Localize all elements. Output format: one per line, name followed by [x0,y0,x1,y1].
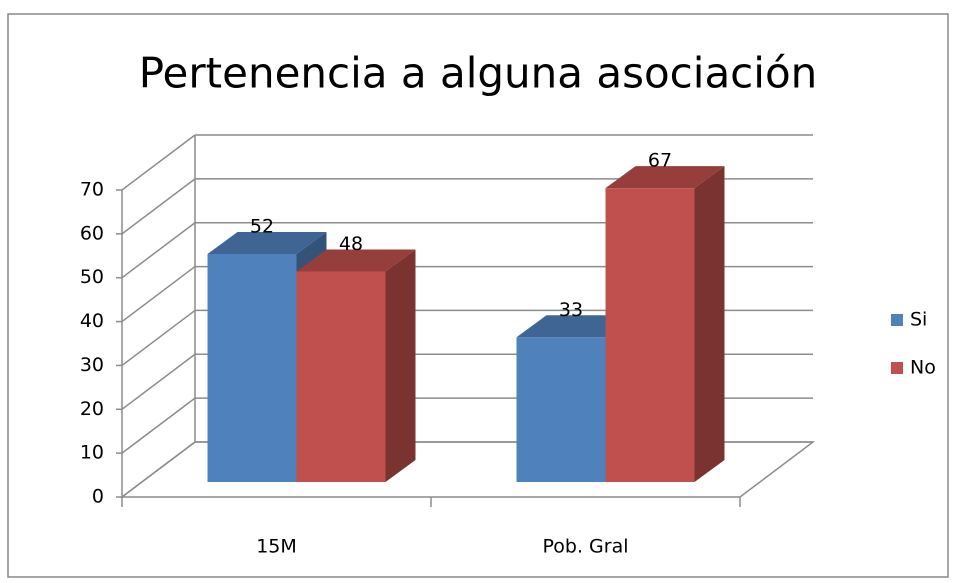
bar-side [694,166,725,482]
y-tick-label: 0 [92,486,104,508]
bar [605,188,695,482]
y-tick-label: 30 [80,354,104,376]
grid-line [121,353,196,410]
grid-line [121,178,196,235]
y-tick-label: 60 [80,222,104,244]
data-label: 48 [339,233,363,255]
y-tick-label: 10 [80,442,104,464]
bar-top [605,166,725,189]
bar-side [385,249,416,482]
x-tick-label: Pob. Gral [542,536,628,558]
legend-swatch [891,362,903,374]
y-tick-label: 40 [80,310,104,332]
chart-title: Pertenencia a alguna asociación [139,49,818,98]
grid-line [121,265,196,323]
legend-label: Si [910,309,927,331]
x-tick-label: 15M [256,536,297,558]
bar-top [296,249,416,272]
y-tick-label: 70 [80,179,104,201]
data-label: 52 [250,215,274,237]
grid-line [121,397,196,454]
legend-label: No [910,357,936,379]
grid-line [121,309,196,367]
bar [207,253,297,482]
bar [516,337,606,482]
chart-frame [7,13,949,578]
grid-line [121,222,196,279]
bar [296,271,386,482]
grid-line [121,441,196,498]
y-tick-label: 20 [80,398,104,420]
legend-swatch [891,314,903,326]
data-label: 67 [648,150,672,172]
data-label: 33 [559,299,583,321]
y-tick-label: 50 [80,266,104,288]
grid-line [121,134,196,191]
bar-top [207,231,327,254]
